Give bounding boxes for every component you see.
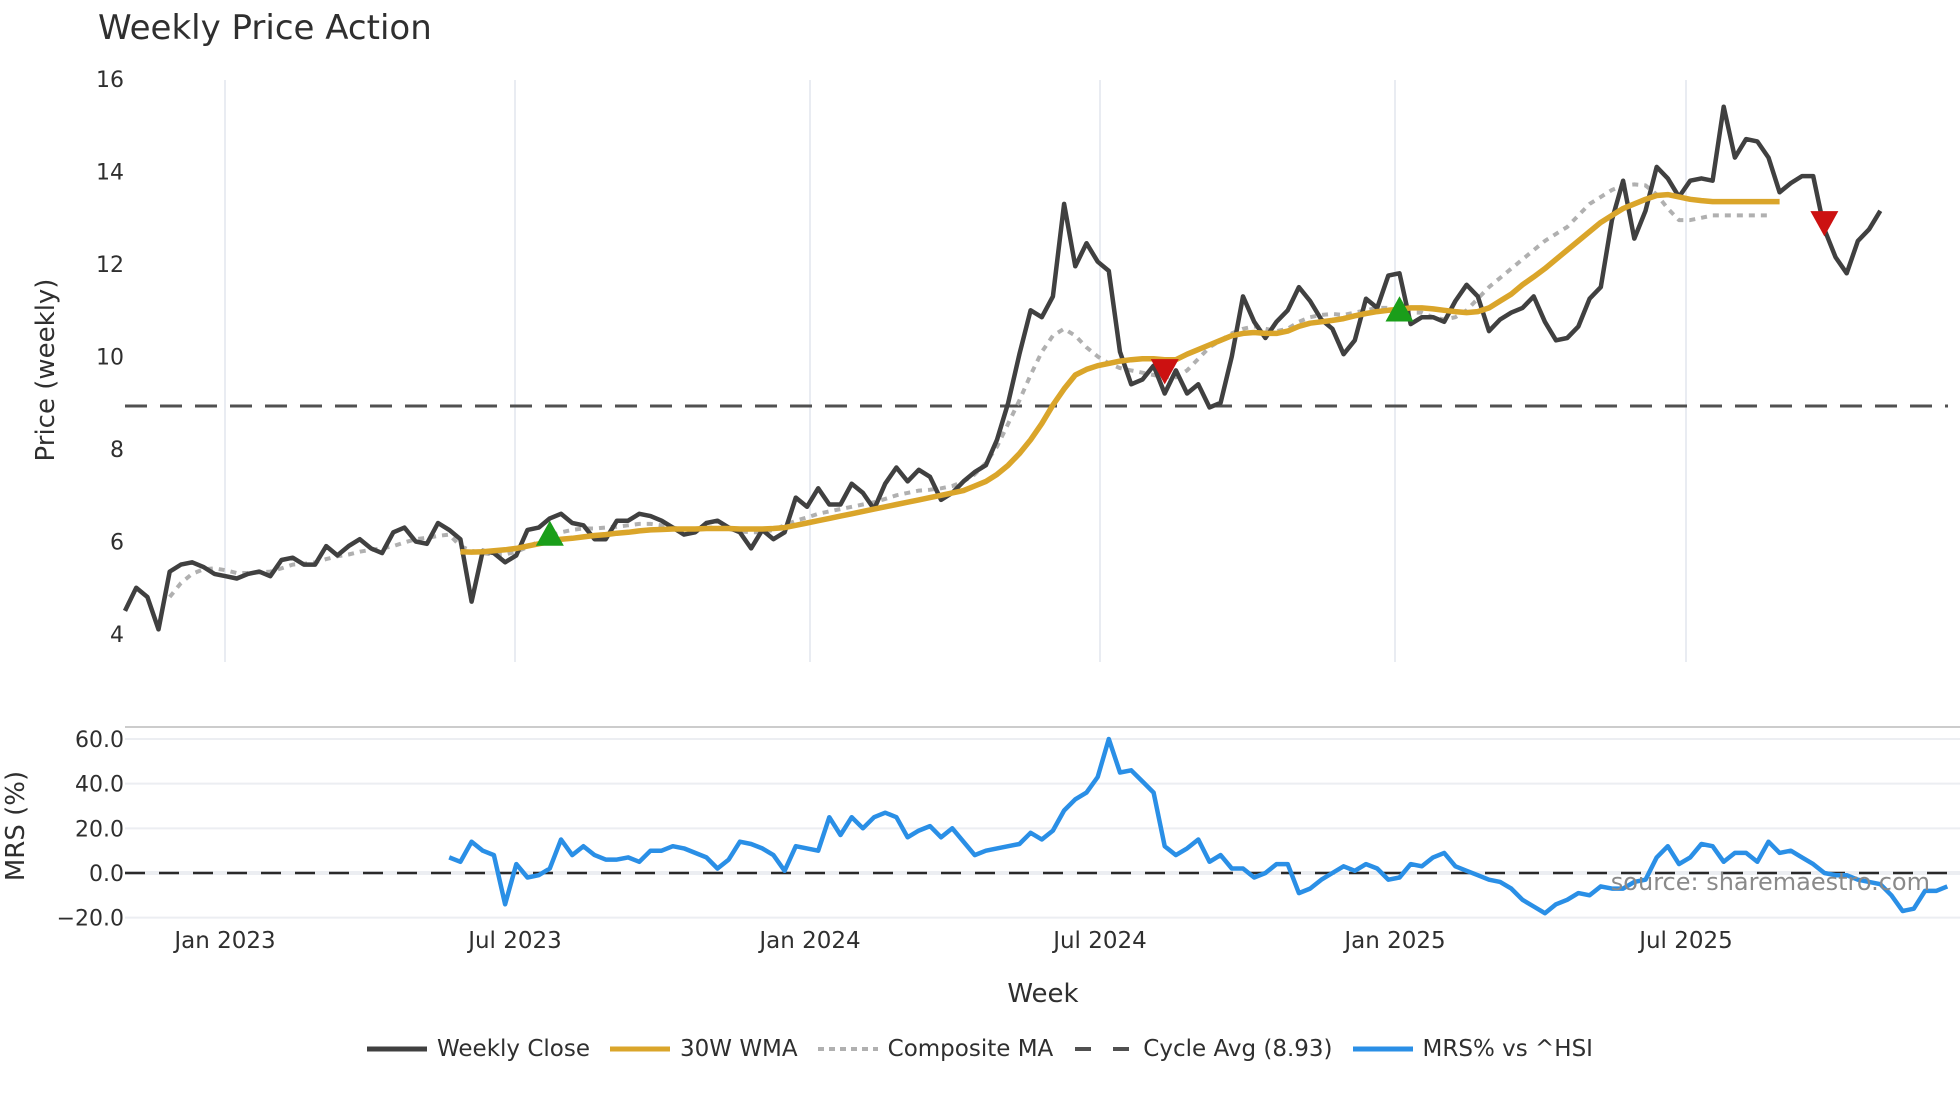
x-axis-ticks: Jan 2023 Jul 2023 Jan 2024 Jul 2024 Jan 2025…: [172, 928, 1732, 954]
legend-label: 30W WMA: [680, 1036, 798, 1062]
legend-item-cycle-avg[interactable]: Cycle Avg (8.93): [1073, 1036, 1333, 1062]
solid-line-icon: [1352, 1042, 1413, 1056]
svg-text:Jul 2023: Jul 2023: [466, 928, 562, 954]
svg-text:40.0: 40.0: [75, 773, 124, 798]
legend-label: Weekly Close: [437, 1036, 590, 1062]
legend-label: Cycle Avg (8.93): [1143, 1036, 1333, 1062]
svg-text:0.0: 0.0: [89, 862, 124, 887]
source-watermark: source: sharemaestro.com: [1611, 868, 1930, 896]
svg-text:Jul 2025: Jul 2025: [1637, 928, 1733, 954]
mrs-y-axis-label: MRS (%): [1, 771, 31, 881]
svg-text:60.0: 60.0: [75, 728, 124, 753]
price-y-axis-label: Price (weekly): [31, 279, 61, 462]
price-y-axis-ticks: 4 6 8 10 12 14 16: [96, 68, 124, 648]
legend-item-30w-wma[interactable]: 30W WMA: [610, 1036, 798, 1062]
x-axis-label: Week: [1007, 979, 1078, 1009]
legend-label: MRS% vs ^HSI: [1422, 1036, 1593, 1062]
dotted-line-icon: [817, 1042, 878, 1056]
svg-text:10: 10: [96, 346, 124, 371]
mrs-series: [448, 736, 1949, 916]
dashed-line-icon: [1073, 1042, 1134, 1056]
svg-text:14: 14: [96, 161, 124, 186]
svg-text:6: 6: [110, 531, 124, 556]
svg-text:16: 16: [96, 68, 124, 93]
buy-signal-marker: [1385, 296, 1414, 322]
main-vertical-gridlines: [224, 80, 1687, 662]
svg-text:Jan 2024: Jan 2024: [757, 928, 860, 954]
legend-item-mrs[interactable]: MRS% vs ^HSI: [1352, 1036, 1593, 1062]
svg-text:20.0: 20.0: [75, 817, 124, 842]
svg-text:Jan 2023: Jan 2023: [172, 928, 275, 954]
sell-signal-marker: [1150, 359, 1179, 385]
svg-text:12: 12: [96, 253, 124, 278]
sell-signal-marker: [1810, 211, 1839, 237]
signal-markers: [535, 211, 1839, 546]
price-series: [122, 104, 1883, 632]
solid-line-icon: [367, 1042, 428, 1056]
chart-title: Weekly Price Action: [98, 8, 432, 48]
solid-line-icon: [610, 1042, 670, 1056]
svg-text:−20.0: −20.0: [57, 907, 124, 932]
legend-item-weekly-close[interactable]: Weekly Close: [367, 1036, 590, 1062]
legend-label: Composite MA: [887, 1036, 1054, 1062]
mrs-y-axis-ticks: −20.0 0.0 20.0 40.0 60.0: [57, 728, 124, 932]
buy-signal-marker: [535, 520, 564, 546]
svg-text:Jan 2025: Jan 2025: [1342, 928, 1445, 954]
svg-text:8: 8: [110, 438, 124, 463]
legend: Weekly Close 30W WMA Composite MA Cycle …: [0, 1036, 1960, 1062]
svg-text:4: 4: [110, 623, 124, 648]
legend-item-composite-ma[interactable]: Composite MA: [817, 1036, 1054, 1062]
mrs-horizontal-gridlines: [125, 738, 1960, 919]
svg-text:Jul 2024: Jul 2024: [1051, 928, 1147, 954]
